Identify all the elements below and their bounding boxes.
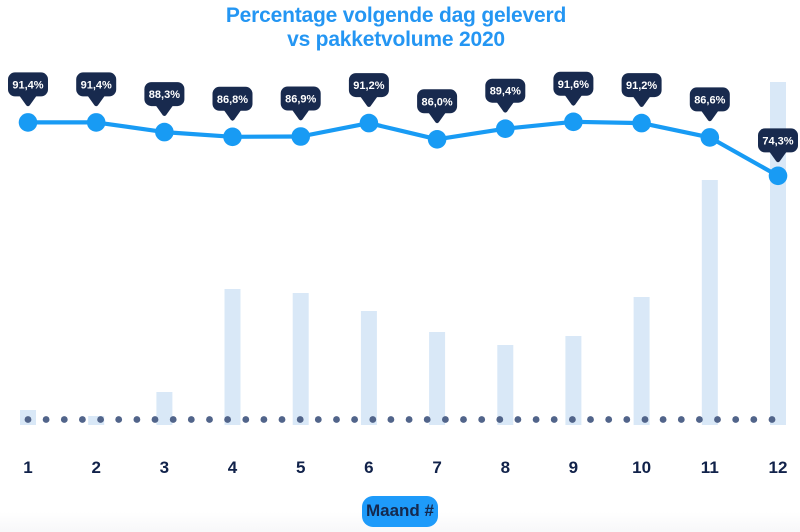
svg-text:9: 9 bbox=[569, 458, 578, 477]
svg-text:91,2%: 91,2% bbox=[626, 80, 657, 92]
svg-text:74,3%: 74,3% bbox=[762, 135, 793, 147]
svg-text:8: 8 bbox=[501, 458, 510, 477]
svg-text:10: 10 bbox=[632, 458, 651, 477]
svg-text:4: 4 bbox=[228, 458, 238, 477]
svg-text:86,9%: 86,9% bbox=[285, 94, 316, 106]
svg-text:91,6%: 91,6% bbox=[558, 79, 589, 91]
svg-text:11: 11 bbox=[701, 458, 719, 477]
svg-text:3: 3 bbox=[160, 458, 169, 477]
svg-text:91,4%: 91,4% bbox=[81, 79, 112, 91]
svg-text:86,6%: 86,6% bbox=[694, 94, 725, 106]
svg-text:91,2%: 91,2% bbox=[353, 80, 384, 92]
svg-text:7: 7 bbox=[432, 458, 441, 477]
svg-text:5: 5 bbox=[296, 458, 305, 477]
svg-text:6: 6 bbox=[364, 458, 373, 477]
svg-text:89,4%: 89,4% bbox=[490, 86, 521, 98]
svg-text:2: 2 bbox=[91, 458, 100, 477]
svg-text:1: 1 bbox=[23, 458, 32, 477]
svg-text:91,4%: 91,4% bbox=[12, 79, 43, 91]
svg-text:88,3%: 88,3% bbox=[149, 89, 180, 101]
svg-text:12: 12 bbox=[769, 458, 788, 477]
svg-text:86,0%: 86,0% bbox=[421, 96, 452, 108]
svg-text:86,8%: 86,8% bbox=[217, 94, 248, 106]
